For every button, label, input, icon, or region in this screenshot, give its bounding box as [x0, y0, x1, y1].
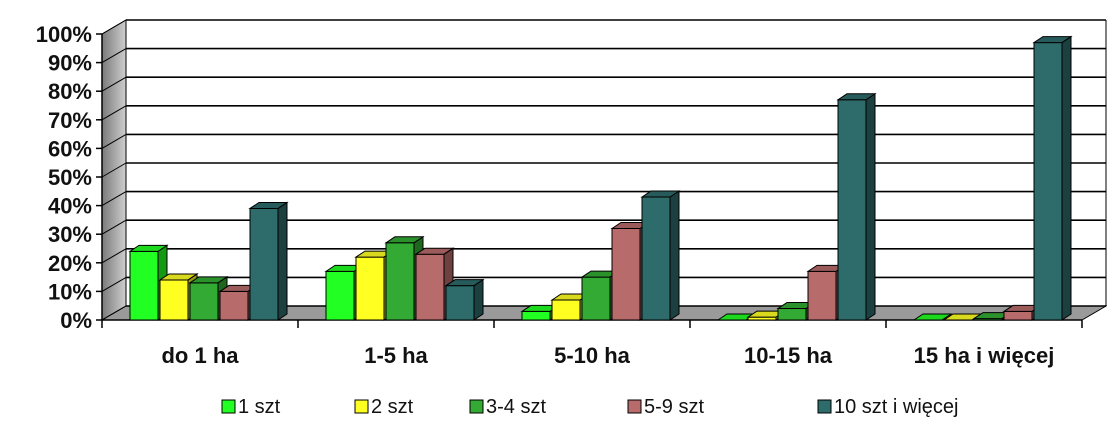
bar-front [807, 270, 837, 321]
legend-item: 5-9 szt [627, 396, 704, 418]
legend: 1 szt 2 szt 3-4 szt 5-9 szt 10 szt i więcej [221, 396, 959, 418]
legend-item: 3-4 szt [469, 396, 546, 418]
bar-front [1003, 310, 1033, 321]
bar-front [1033, 42, 1063, 321]
bar [836, 92, 877, 321]
y-tick-label: 70% [48, 108, 92, 133]
legend-label: 10 szt i więcej [834, 396, 959, 418]
bar-front [249, 207, 279, 321]
y-tick-label: 30% [48, 222, 92, 247]
wall-gridline [101, 19, 127, 35]
legend-item: 1 szt [221, 396, 281, 418]
y-tick-label: 80% [48, 79, 92, 104]
bar-side [865, 92, 876, 321]
wall-gridline [101, 305, 127, 321]
bars [128, 35, 1073, 321]
bar-front [521, 310, 551, 321]
bar-top [1032, 36, 1073, 44]
bar-front [837, 99, 867, 321]
bar-front [777, 308, 807, 321]
bar-front [611, 227, 641, 321]
wall-gridline [101, 191, 127, 207]
bar-top [188, 276, 229, 284]
legend-swatch [469, 399, 484, 414]
bar-front [415, 253, 445, 321]
bar-top [248, 201, 289, 209]
y-tick-label: 10% [48, 279, 92, 304]
legend-item: 10 szt i więcej [817, 396, 959, 418]
y-tick-label: 50% [48, 165, 92, 190]
bar-top [158, 273, 199, 281]
bar-top [640, 190, 681, 198]
bar-side [669, 190, 680, 321]
wall-gridline [101, 105, 127, 121]
x-category-label: do 1 ha [161, 343, 239, 368]
bar-front [641, 196, 671, 321]
legend-item: 2 szt [354, 396, 414, 418]
bar-top [912, 313, 953, 321]
y-tick-label: 60% [48, 136, 92, 161]
bar-front [445, 285, 475, 321]
legend-label: 2 szt [371, 396, 414, 418]
bar [912, 313, 953, 321]
bar-top [444, 279, 485, 287]
bar-front [355, 256, 385, 321]
legend-label: 3-4 szt [486, 396, 546, 418]
y-tick-label: 90% [48, 51, 92, 76]
wall-gridline [101, 219, 127, 235]
bar-front [325, 270, 355, 321]
legend-swatch [221, 399, 236, 414]
bar-side [1061, 35, 1072, 321]
y-tick-label: 20% [48, 251, 92, 276]
y-tick-label: 100% [36, 22, 92, 47]
wall-gridline [101, 276, 127, 292]
bar-front [219, 290, 249, 321]
bar-side [473, 278, 484, 321]
bar-top [836, 93, 877, 101]
legend-swatch [817, 399, 832, 414]
gridlines [101, 19, 1106, 321]
x-category-label: 10-15 ha [744, 343, 833, 368]
bar-front [129, 250, 159, 321]
legend-label: 5-9 szt [644, 396, 704, 418]
x-category-label: 1-5 ha [364, 343, 428, 368]
bar-front [581, 276, 611, 321]
legend-swatch [354, 399, 369, 414]
bar-front [189, 282, 219, 321]
bar [444, 278, 485, 321]
wall-gridline [101, 133, 127, 149]
bar-front [551, 299, 581, 321]
y-tick-label: 40% [48, 194, 92, 219]
bar [248, 201, 289, 321]
x-category-label: 5-10 ha [554, 343, 631, 368]
wall-gridline [101, 48, 127, 64]
bar-side [277, 201, 288, 321]
bar-front [159, 279, 189, 321]
wall-gridline [101, 248, 127, 264]
y-tick-label: 0% [60, 308, 92, 333]
wall-gridline [101, 76, 127, 92]
wall-gridline [101, 162, 127, 178]
bar-front [385, 242, 415, 321]
bar-top [384, 236, 425, 244]
bar [1032, 35, 1073, 321]
bar [640, 190, 681, 321]
bar-top [414, 247, 455, 255]
x-category-label: 15 ha i więcej [914, 343, 1055, 368]
legend-swatch [627, 399, 642, 414]
bar-top [128, 244, 169, 252]
legend-label: 1 szt [238, 396, 281, 418]
